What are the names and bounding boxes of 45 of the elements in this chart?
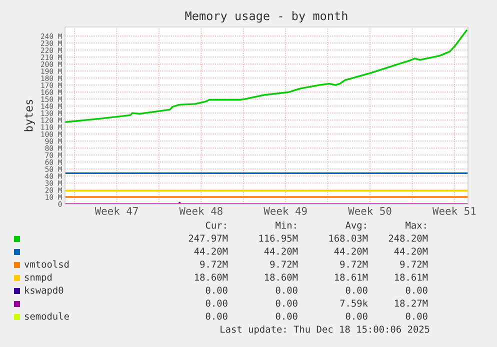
legend-label: vmtoolsd <box>24 260 69 268</box>
text: Max: <box>406 222 426 229</box>
x-tick-label: Week 47 <box>94 206 138 215</box>
text: 0.00 <box>276 286 298 294</box>
text: 18.27M <box>395 300 428 307</box>
legend-label: kswapd0 <box>25 286 64 296</box>
line-series <box>65 30 468 123</box>
text: 7.59k <box>340 299 368 307</box>
text: 0.00 <box>206 312 228 320</box>
text: 18.61M <box>395 274 428 281</box>
legend-label: semodule <box>24 312 69 320</box>
text: 0.00 <box>346 286 368 294</box>
legend-label: snmpd <box>24 273 52 283</box>
text: Avg: <box>345 222 366 231</box>
text: 0.00 <box>206 286 228 294</box>
text: 18.60M <box>265 274 298 281</box>
text: 116.95M <box>259 234 298 242</box>
text: 44.20M <box>394 248 428 255</box>
text: 0.00 <box>276 300 298 307</box>
text: 9.72M <box>340 260 368 268</box>
text: Min: <box>276 221 296 229</box>
text: 0.00 <box>406 286 428 294</box>
text: 247.97M <box>188 234 228 242</box>
text: 168.03M <box>329 234 368 242</box>
text: 0.00 <box>276 312 298 320</box>
text: Last update: Thu Dec 18 15:00:06 2025 <box>220 325 430 335</box>
text: 18.60M <box>195 274 228 281</box>
text: 0.00 <box>406 312 428 320</box>
text: 248.20M <box>388 234 428 242</box>
x-tick-label: Week 48 <box>179 206 222 215</box>
text: 9.72M <box>400 260 428 268</box>
text: 18.61M <box>335 274 368 281</box>
text: 44.20M <box>194 248 228 255</box>
text: 9.72M <box>200 260 228 268</box>
text: 0.00 <box>206 300 228 307</box>
text: 44.20M <box>334 248 368 255</box>
y-axis-title: bytes <box>24 100 35 132</box>
chart-title: Memory usage - by month <box>185 11 348 23</box>
x-tick-label: Week 49 <box>264 206 307 215</box>
text: 44.20M <box>264 248 298 255</box>
x-tick-label: Week 50 <box>348 206 392 215</box>
text: 0.00 <box>346 312 368 320</box>
x-tick-label: Week 51 <box>432 206 476 215</box>
text: Cur: <box>206 222 226 229</box>
text: 9.72M <box>270 260 298 268</box>
